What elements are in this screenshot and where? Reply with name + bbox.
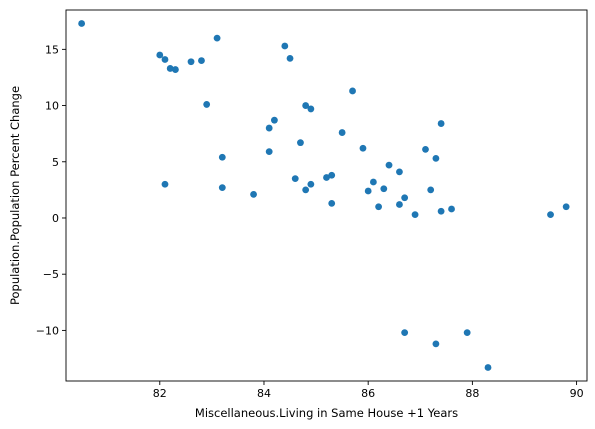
x-tick-label: 82 — [153, 387, 167, 400]
data-point — [302, 186, 309, 193]
data-point — [438, 120, 445, 127]
data-point — [433, 155, 440, 162]
data-point — [380, 185, 387, 192]
x-tick-label: 90 — [570, 387, 584, 400]
data-point — [448, 206, 455, 213]
data-point — [198, 57, 205, 64]
y-tick-label: −5 — [43, 268, 59, 281]
data-point — [328, 172, 335, 179]
data-point — [412, 211, 419, 218]
data-point — [266, 125, 273, 132]
x-axis-ticks: 82 84 86 88 90 — [153, 381, 584, 400]
data-point — [396, 201, 403, 208]
y-axis-ticks: −10 −5 0 5 10 15 — [36, 43, 66, 337]
data-point — [162, 181, 169, 188]
points-layer — [78, 20, 569, 371]
x-tick-label: 88 — [465, 387, 479, 400]
data-point — [365, 188, 372, 195]
data-point — [349, 88, 356, 95]
data-point — [307, 106, 314, 113]
x-axis-label: Miscellaneous.Living in Same House +1 Ye… — [195, 406, 458, 420]
data-point — [422, 146, 429, 153]
data-point — [339, 129, 346, 136]
data-point — [219, 154, 226, 161]
data-point — [328, 200, 335, 207]
y-tick-label: 15 — [45, 43, 59, 56]
y-axis-label: Population.Population Percent Change — [8, 86, 22, 305]
data-point — [485, 364, 492, 371]
data-point — [203, 101, 210, 108]
data-point — [172, 66, 179, 73]
data-point — [266, 148, 273, 155]
y-tick-label: 0 — [52, 212, 59, 225]
data-point — [464, 329, 471, 336]
data-point — [156, 52, 163, 59]
data-point — [281, 43, 288, 50]
data-point — [219, 184, 226, 191]
data-point — [162, 56, 169, 63]
data-point — [78, 20, 85, 27]
data-point — [563, 203, 570, 210]
data-point — [401, 329, 408, 336]
data-point — [370, 179, 377, 186]
data-point — [433, 341, 440, 348]
data-point — [188, 58, 195, 65]
data-point — [547, 211, 554, 218]
plot-frame — [66, 10, 587, 381]
data-point — [401, 194, 408, 201]
y-tick-label: −10 — [36, 324, 59, 337]
data-point — [307, 181, 314, 188]
x-tick-label: 84 — [257, 387, 271, 400]
x-tick-label: 86 — [361, 387, 375, 400]
data-point — [292, 175, 299, 182]
y-tick-label: 5 — [52, 156, 59, 169]
data-point — [360, 145, 367, 152]
data-point — [375, 203, 382, 210]
data-point — [214, 35, 221, 42]
data-point — [438, 208, 445, 215]
data-point — [386, 162, 393, 169]
y-tick-label: 10 — [45, 100, 59, 113]
data-point — [250, 191, 257, 198]
data-point — [396, 168, 403, 175]
data-point — [287, 55, 294, 62]
data-point — [271, 117, 278, 124]
data-point — [297, 139, 304, 146]
data-point — [427, 186, 434, 193]
